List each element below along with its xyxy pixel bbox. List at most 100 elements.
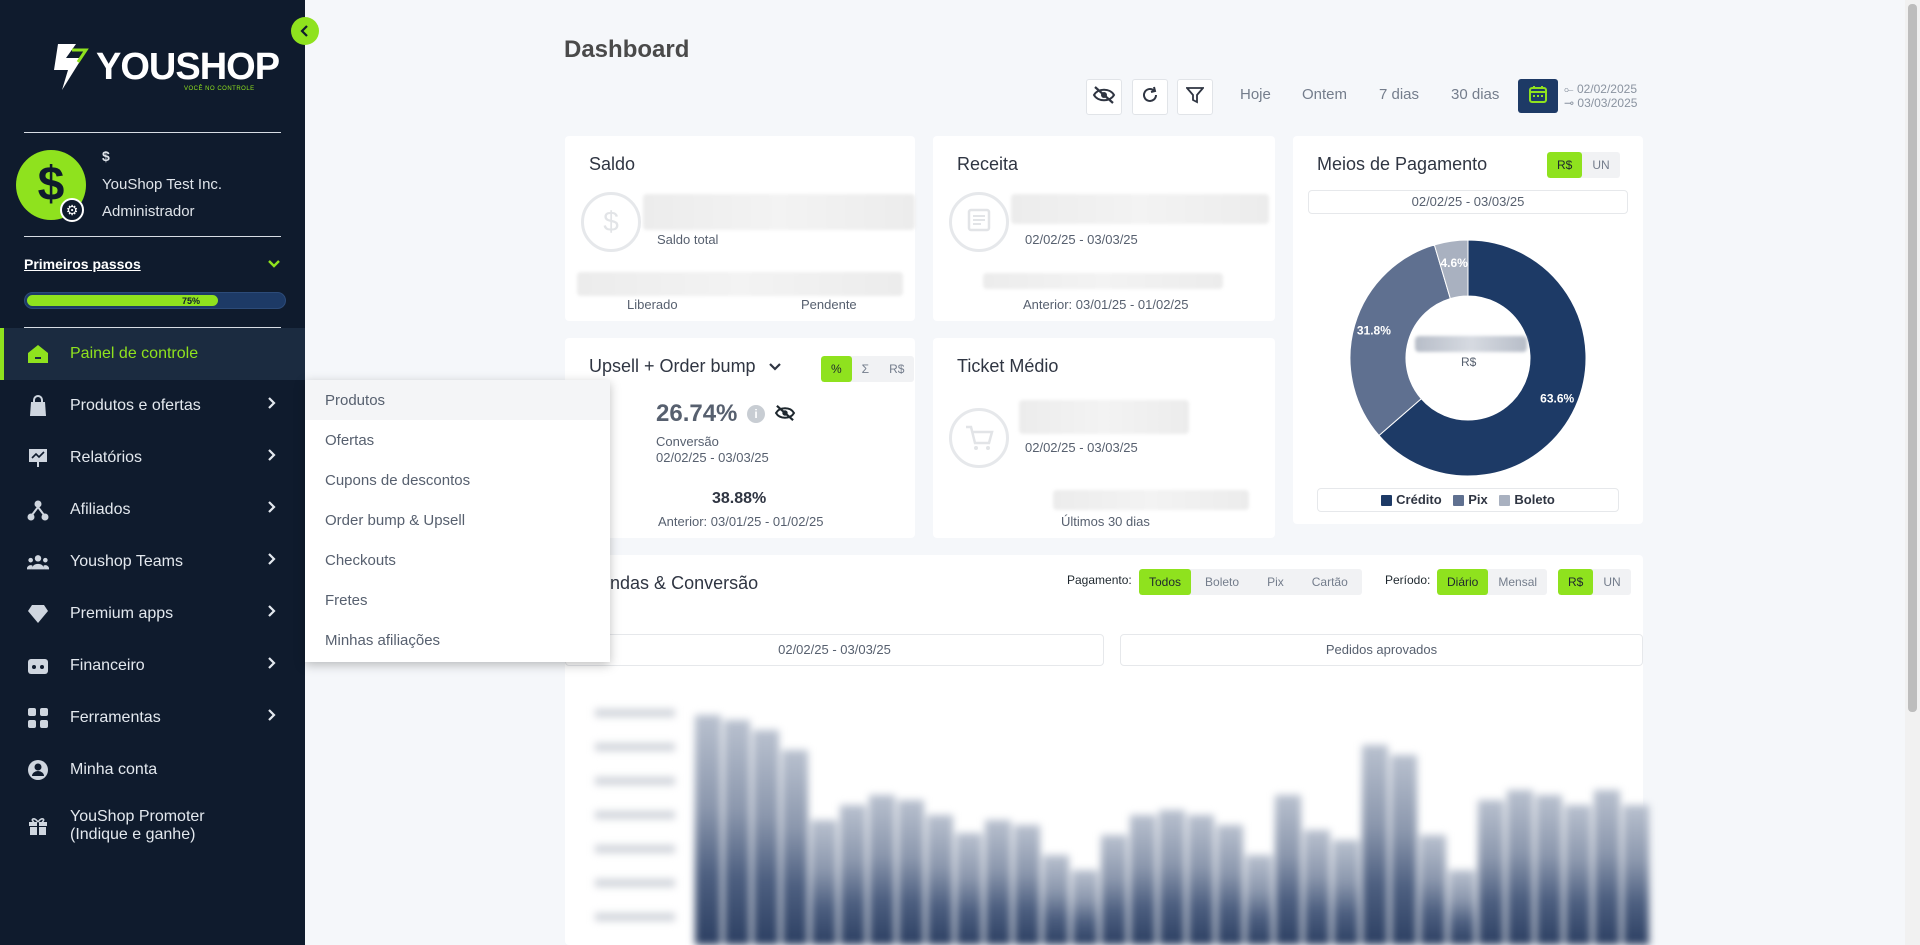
tab-cartao[interactable]: Cartão <box>1311 575 1348 589</box>
tab-percent[interactable]: % <box>821 356 852 382</box>
ticket-title: Ticket Médio <box>957 356 1059 376</box>
chevron-right-icon <box>267 448 277 467</box>
sidebar-item-label: Youshop Teams <box>70 553 183 570</box>
info-icon[interactable]: i <box>747 405 765 423</box>
chevron-down-icon[interactable] <box>267 256 281 272</box>
legend-credito[interactable]: Crédito <box>1381 489 1442 511</box>
axis-tick-hidden <box>595 845 675 853</box>
settings-gear-icon[interactable]: ⚙ <box>60 198 84 222</box>
submenu-item-produtos[interactable]: Produtos <box>305 380 610 420</box>
chevron-right-icon <box>267 656 277 675</box>
sidebar-item-financeiro[interactable]: Financeiro <box>0 640 305 692</box>
receita-prev-hidden <box>983 273 1223 289</box>
sidebar-item-ferramentas[interactable]: Ferramentas <box>0 692 305 744</box>
submenu-item-fretes[interactable]: Fretes <box>325 591 368 609</box>
sidebar-collapse-button[interactable] <box>291 17 319 45</box>
range-30-days[interactable]: 30 dias <box>1451 86 1500 103</box>
bag-icon <box>27 395 49 417</box>
sales-bar <box>782 750 808 945</box>
sidebar-item-produtos[interactable]: Produtos e ofertas <box>0 380 305 432</box>
chevron-right-icon <box>267 604 277 623</box>
legend-swatch <box>1381 494 1393 506</box>
legend-swatch <box>1499 494 1511 506</box>
submenu-item-afiliacoes[interactable]: Minhas afiliações <box>325 631 441 649</box>
sales-bar <box>1188 815 1214 945</box>
ticket-prev-hidden <box>1053 490 1249 510</box>
tab-todos[interactable]: Todos <box>1139 569 1192 595</box>
tab-currency[interactable]: R$ <box>889 362 905 376</box>
sidebar: YOUSHOP VOCÊ NO CONTROLE $ ⚙ $ YouShop T… <box>0 0 305 945</box>
page-title: Dashboard <box>564 36 690 63</box>
meios-period: 02/02/25 - 03/03/25 <box>1308 190 1628 214</box>
pie-slice-boleto[interactable] <box>1433 239 1469 300</box>
sidebar-nav: Painel de controle Produtos e ofertas Re… <box>0 328 305 856</box>
sales-bar <box>1130 815 1156 945</box>
chevron-down-icon[interactable] <box>768 356 782 377</box>
upsell-unit-tabs: % Σ R$ <box>821 356 915 382</box>
sales-bar <box>811 820 837 945</box>
chevron-right-icon <box>267 708 277 727</box>
sales-bar <box>927 815 953 945</box>
sidebar-item-premium[interactable]: Premium apps <box>0 588 305 640</box>
tab-currency[interactable]: R$ <box>1558 569 1594 595</box>
sidebar-item-label: Afiliados <box>70 501 131 518</box>
date-range-display[interactable]: ⟜ 02/02/2025 ⊸ 03/03/2025 <box>1564 82 1637 110</box>
hide-values-button[interactable] <box>1086 79 1122 115</box>
range-7-days[interactable]: 7 dias <box>1379 86 1420 103</box>
tab-sum[interactable]: Σ <box>861 362 870 376</box>
tab-diario[interactable]: Diário <box>1437 569 1489 595</box>
user-company: YouShop Test Inc. <box>102 176 223 193</box>
sales-bar <box>840 805 866 945</box>
tools-icon <box>27 707 49 729</box>
tab-currency[interactable]: R$ <box>1547 152 1583 178</box>
sidebar-item-promoter[interactable]: YouShop Promoter (Indique e ganhe) <box>0 796 305 856</box>
scrollbar-thumb[interactable] <box>1908 4 1917 712</box>
page-scrollbar[interactable] <box>1905 0 1920 945</box>
period-filter-label: Período: <box>1385 573 1431 587</box>
sidebar-item-afiliados[interactable]: Afiliados <box>0 484 305 536</box>
filter-button[interactable] <box>1177 79 1213 115</box>
submenu-item-ofertas[interactable]: Ofertas <box>325 431 375 449</box>
submenu-item-checkouts[interactable]: Checkouts <box>325 551 396 569</box>
sidebar-item-label: YouShop Promoter (Indique e ganhe) <box>70 808 205 844</box>
tab-boleto[interactable]: Boleto <box>1205 575 1240 589</box>
sales-bar <box>1014 825 1040 945</box>
pie-slice-pix[interactable] <box>1349 244 1451 437</box>
sidebar-item-relatorios[interactable]: Relatórios <box>0 432 305 484</box>
axis-tick-hidden <box>595 777 675 785</box>
sales-bar <box>1101 835 1127 945</box>
produtos-submenu: Produtos Ofertas Cupons de descontos Ord… <box>305 380 610 662</box>
document-icon <box>949 192 1009 252</box>
legend-swatch <box>1453 494 1465 506</box>
logo-tagline: VOCÊ NO CONTROLE <box>184 86 255 92</box>
submenu-item-order-bump[interactable]: Order bump & Upsell <box>325 511 466 529</box>
eye-off-icon <box>1092 85 1116 110</box>
sales-bar <box>1478 800 1504 945</box>
divider <box>24 327 281 328</box>
affiliates-icon <box>27 499 49 521</box>
ticket-period: 02/02/25 - 03/03/25 <box>1025 440 1138 455</box>
tab-units[interactable]: UN <box>1592 158 1610 172</box>
range-today[interactable]: Hoje <box>1240 86 1271 103</box>
sidebar-item-teams[interactable]: Youshop Teams <box>0 536 305 588</box>
submenu-item-cupons[interactable]: Cupons de descontos <box>325 471 471 489</box>
range-yesterday[interactable]: Ontem <box>1302 86 1348 103</box>
upsell-title-toggle[interactable]: Upsell + Order bump <box>589 356 782 377</box>
first-steps-label[interactable]: Primeiros passos <box>24 256 141 272</box>
legend-pix[interactable]: Pix <box>1453 489 1488 511</box>
tab-pix[interactable]: Pix <box>1267 575 1284 589</box>
pie-slice-credito[interactable] <box>1378 239 1587 477</box>
sidebar-item-painel[interactable]: Painel de controle <box>0 328 305 380</box>
tab-units[interactable]: UN <box>1603 575 1621 589</box>
user-icon <box>27 759 49 781</box>
upsell-conversion-value: 26.74% <box>656 400 738 427</box>
avatar[interactable]: $ <box>16 150 86 220</box>
legend-boleto[interactable]: Boleto <box>1499 489 1555 511</box>
calendar-button[interactable] <box>1518 79 1558 113</box>
eye-off-icon[interactable] <box>774 404 796 427</box>
first-steps-toggle[interactable]: Primeiros passos <box>24 256 281 272</box>
pie-label-boleto: 4.6% <box>1440 256 1468 270</box>
sidebar-item-minha-conta[interactable]: Minha conta <box>0 744 305 796</box>
refresh-button[interactable] <box>1132 79 1168 115</box>
tab-mensal[interactable]: Mensal <box>1498 575 1538 589</box>
